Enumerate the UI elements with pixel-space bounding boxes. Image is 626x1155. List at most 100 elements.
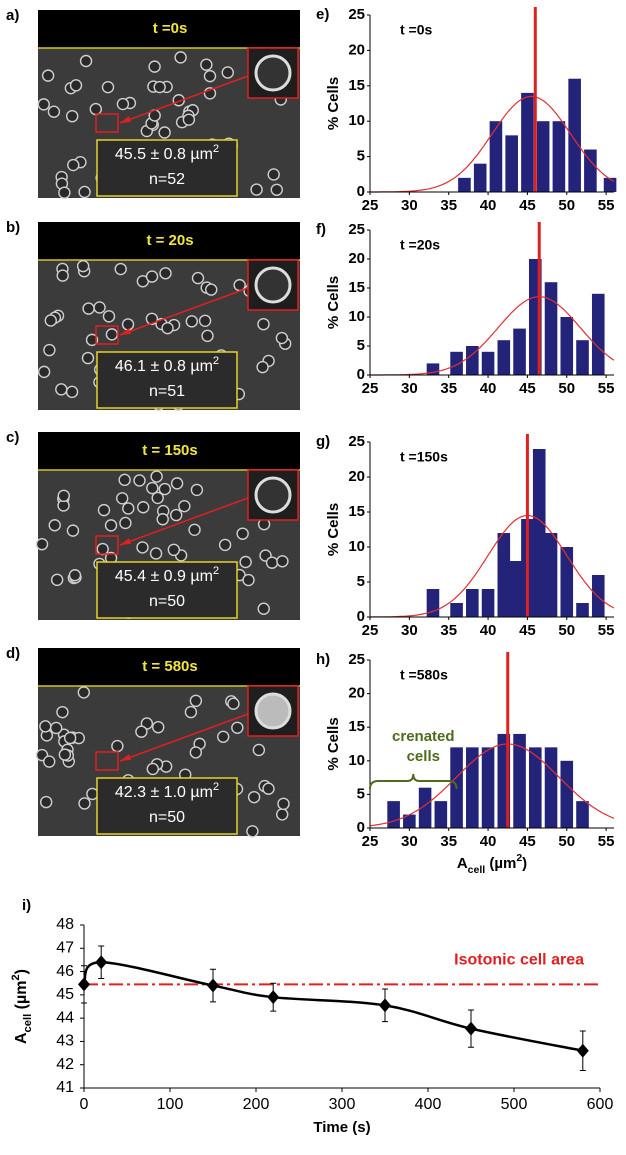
area-label-part: 45.4 ± 0.9 µm <box>115 568 213 585</box>
bar <box>466 346 479 375</box>
bar <box>466 747 479 828</box>
cell <box>68 569 82 582</box>
label-box <box>96 139 238 197</box>
y-axis-label: % Cells <box>325 77 342 130</box>
cell <box>56 705 69 719</box>
cell <box>119 516 132 530</box>
time-label: t = 20s <box>146 232 193 249</box>
bar <box>560 317 574 375</box>
x-tick-label: 55 <box>598 197 615 214</box>
x-tick-label: 55 <box>598 833 615 850</box>
x-tick-label: 600 <box>587 1096 614 1113</box>
bar <box>481 589 495 617</box>
area-label-part: 2 <box>213 565 219 577</box>
count-label: n=51 <box>149 383 185 400</box>
y-tick-label: 5 <box>357 573 365 590</box>
area-label-part: 45.5 ± 0.8 µm <box>115 146 213 163</box>
bar <box>584 149 597 192</box>
x-tick-label: 30 <box>401 833 418 850</box>
cell <box>58 186 71 199</box>
x-axis-label: Acell (µm2) <box>457 852 527 876</box>
bar <box>552 121 566 192</box>
y-tick-label: 5 <box>357 337 365 354</box>
cell <box>79 54 93 68</box>
cell <box>276 808 289 821</box>
cell <box>203 69 217 83</box>
y-tick-label: 25 <box>348 433 365 450</box>
arrow <box>119 75 249 124</box>
y-axis-label: % Cells <box>325 503 342 556</box>
cell <box>185 315 199 328</box>
cell <box>93 301 106 314</box>
marker <box>78 977 90 992</box>
cell <box>189 746 203 759</box>
cell <box>250 183 263 196</box>
cell <box>170 477 184 490</box>
arrow-head <box>120 328 131 335</box>
bar <box>481 747 495 828</box>
cell <box>105 328 119 341</box>
bar <box>544 533 558 617</box>
cell <box>77 686 90 699</box>
count-label: n=50 <box>149 809 185 826</box>
x-tick-label: 50 <box>558 197 575 214</box>
y-tick-label: 25 <box>348 221 365 238</box>
cell <box>149 547 163 560</box>
cell <box>151 491 164 505</box>
count-label: n=52 <box>149 171 185 188</box>
y-axis-label: % Cells <box>325 717 342 770</box>
cell <box>50 573 64 587</box>
cell <box>270 183 283 196</box>
bar <box>536 121 550 192</box>
y-tick-label: 45 <box>56 986 74 1003</box>
x-tick-label: 45 <box>519 197 536 214</box>
cell <box>58 748 72 761</box>
arrow-head <box>120 538 131 545</box>
x-tick-label: 40 <box>480 380 497 397</box>
cell <box>65 385 79 399</box>
panel-label: g) <box>316 433 330 450</box>
cell <box>200 58 213 71</box>
cell <box>189 694 203 708</box>
cell <box>227 697 240 710</box>
time-label: t =0s <box>153 20 188 37</box>
arrow-head <box>120 754 131 761</box>
cell <box>150 470 163 483</box>
cell <box>111 739 124 753</box>
panel-label: a) <box>6 7 19 24</box>
area-label: 42.3 ± 1.0 µm2 <box>115 781 219 801</box>
fit-curve <box>370 95 615 193</box>
x-tick-label: 300 <box>329 1096 356 1113</box>
fit-curve <box>370 296 615 376</box>
cell <box>39 720 52 733</box>
line <box>82 961 584 1052</box>
x-tick-label: 35 <box>440 833 457 850</box>
bar <box>544 747 558 828</box>
cell <box>159 267 172 280</box>
x-tick-label: 35 <box>440 197 457 214</box>
y-axis-label: % Cells <box>325 276 342 329</box>
bar <box>497 340 511 375</box>
cell <box>97 503 111 517</box>
cell <box>65 109 79 123</box>
count-label: n=50 <box>149 593 185 610</box>
y-tick-label: 5 <box>357 148 365 165</box>
y-tick-label: 42 <box>56 1056 74 1073</box>
time-label: t = 580s <box>142 658 197 675</box>
y-tick-label: 15 <box>348 718 365 735</box>
selection-box <box>95 535 119 555</box>
y-tick-label: 0 <box>357 819 365 836</box>
marker <box>207 978 219 993</box>
arrow <box>119 713 249 762</box>
area-label-part: 46.1 ± 0.8 µm <box>115 358 213 375</box>
panel-label: i) <box>22 897 31 914</box>
cell <box>191 271 205 285</box>
time-label: t = 150s <box>142 442 197 459</box>
x-axis-label-part: 2 <box>516 852 522 864</box>
y-tick-label: 10 <box>348 538 365 555</box>
cell <box>85 333 99 347</box>
bar <box>473 163 487 192</box>
cell <box>217 730 230 743</box>
cell <box>161 321 174 335</box>
